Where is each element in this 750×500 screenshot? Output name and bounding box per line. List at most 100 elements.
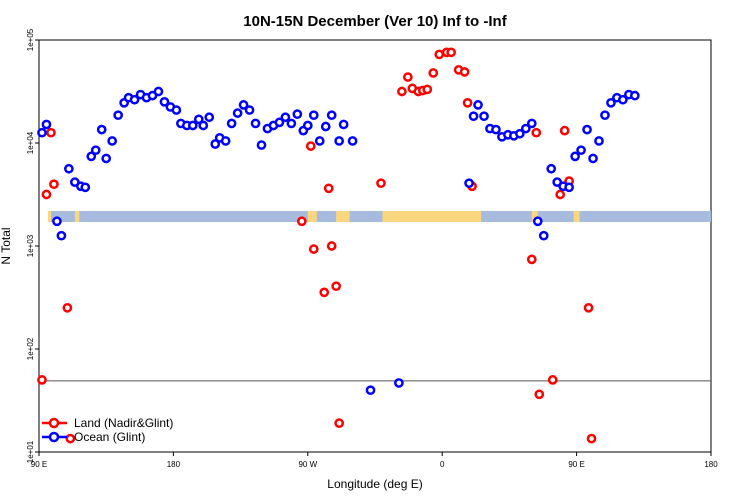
chart-title: 10N-15N December (Ver 10) Inf to -Inf [243, 13, 507, 30]
land-point [586, 433, 597, 444]
x-tick-label: 0 [440, 460, 445, 469]
ocean-point [64, 163, 74, 174]
map-strip-ocean [51, 211, 711, 222]
ocean-point [96, 124, 107, 135]
ocean-point [90, 145, 101, 156]
x-tick-label: 180 [704, 460, 718, 469]
ocean-point [515, 128, 525, 139]
land-point [534, 389, 545, 400]
legend-land-marker [48, 417, 60, 429]
ocean-point [526, 118, 537, 129]
land-point [331, 281, 342, 292]
ocean-point [232, 108, 243, 118]
y-tick-label: 1e+01 [26, 440, 35, 463]
ocean-point [576, 145, 586, 156]
map-strip-land [336, 211, 350, 222]
land-point [459, 67, 470, 77]
x-axis: 90 E 180 90 W 0 90 E 180 [31, 452, 718, 469]
land-point [397, 86, 407, 97]
land-point [323, 183, 334, 194]
ocean-point [52, 216, 62, 227]
land-point [37, 375, 47, 385]
land-point [49, 179, 59, 190]
ocean-point [226, 118, 237, 129]
y-tick-label: 1e+03 [26, 234, 35, 257]
map-strip-land [573, 211, 580, 222]
ocean-point [520, 123, 531, 134]
ocean-point [256, 140, 267, 150]
land-point [434, 49, 445, 60]
ocean-point [193, 114, 204, 125]
series-land [37, 47, 597, 444]
ocean-point [532, 216, 543, 227]
ocean-point [347, 136, 358, 146]
y-tick-label: 1e+05 [26, 28, 35, 51]
map-strip-land [307, 211, 317, 222]
ocean-point [479, 111, 489, 122]
ocean-point [37, 127, 47, 138]
ocean-point [491, 124, 501, 135]
ocean-point [187, 120, 198, 131]
ocean-point [280, 112, 291, 123]
ocean-point [564, 182, 574, 193]
land-point [62, 302, 73, 313]
y-tick-label: 1e+04 [26, 131, 35, 154]
land-point [305, 141, 316, 151]
land-point [403, 72, 413, 82]
ocean-point [326, 110, 337, 121]
map-strip-land [47, 211, 51, 222]
land-point [65, 433, 76, 444]
land-point [559, 125, 570, 136]
land-point [41, 189, 52, 200]
ocean-point [320, 121, 331, 132]
ocean-point [171, 105, 182, 115]
ocean-point [129, 94, 140, 105]
series-ocean [37, 86, 640, 396]
land-point [308, 244, 319, 254]
ocean-point [468, 111, 479, 122]
land-point [446, 47, 457, 58]
land-point [583, 302, 594, 313]
x-tick-label: 90 W [298, 460, 317, 469]
ocean-point [334, 136, 345, 146]
ocean-point [588, 153, 598, 164]
ocean-point [394, 378, 404, 388]
ocean-point [546, 163, 557, 174]
land-point [376, 178, 386, 189]
y-axis-label: N Total [0, 227, 13, 264]
ocean-point [220, 136, 231, 146]
land-point [319, 287, 330, 298]
ocean-point [464, 178, 474, 189]
land-point [526, 254, 537, 265]
ocean-point [629, 90, 640, 101]
x-tick-label: 180 [167, 460, 181, 469]
ocean-point [292, 109, 303, 120]
ocean-point [308, 110, 319, 121]
ocean-point [107, 136, 118, 146]
land-point [326, 241, 337, 251]
ocean-point [274, 117, 285, 128]
ocean-point [56, 230, 67, 241]
land-point [46, 127, 56, 138]
land-point [462, 97, 473, 108]
ocean-point [473, 100, 483, 110]
ocean-point [594, 136, 604, 146]
ocean-point [338, 119, 349, 130]
legend-land-label: Land (Nadir&Glint) [74, 416, 173, 430]
land-point [422, 84, 433, 95]
land-point [296, 216, 307, 227]
land-point [547, 375, 558, 385]
ocean-point [314, 136, 325, 146]
ocean-point [159, 96, 170, 107]
ocean-point [365, 385, 376, 396]
legend: Land (Nadir&Glint) Ocean (Glint) [42, 416, 173, 444]
land-point [334, 418, 345, 429]
ocean-point [244, 105, 255, 115]
ocean-point [101, 153, 112, 164]
map-strip [47, 211, 711, 222]
x-tick-label: 90 E [568, 460, 584, 469]
ocean-point [582, 124, 592, 135]
ocean-point [570, 151, 580, 162]
y-axis: 1e+01 1e+02 1e+03 1e+04 1e+05 [26, 28, 39, 463]
